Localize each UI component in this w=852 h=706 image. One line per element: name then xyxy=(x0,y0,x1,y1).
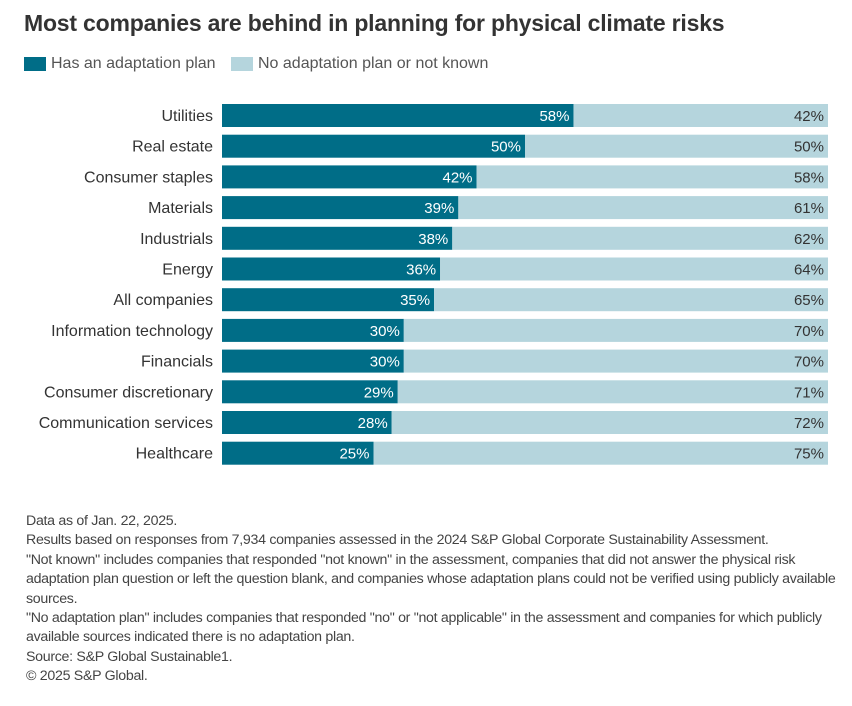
bar-no-plan-consumer-staples xyxy=(476,165,828,189)
data-label-has-plan-utilities: 58% xyxy=(539,108,569,125)
category-label-information-technology: Information technology xyxy=(51,323,213,340)
bar-has-plan-real-estate xyxy=(222,134,525,158)
data-label-no-plan-communication-services: 72% xyxy=(794,415,824,432)
legend-swatch-has-plan xyxy=(24,57,46,71)
bar-chart: Utilities 58% 42% Real estate 50% 50% Consumer… xyxy=(39,104,828,465)
data-label-has-plan-energy: 36% xyxy=(406,262,436,279)
footnotes: Data as of Jan. 22, 2025. Results based … xyxy=(26,512,836,687)
data-label-no-plan-materials: 61% xyxy=(794,200,824,217)
data-label-no-plan-energy: 64% xyxy=(794,262,824,279)
data-label-has-plan-all-companies: 35% xyxy=(400,292,430,309)
bar-no-plan-all-companies xyxy=(434,288,828,312)
bar-has-plan-utilities xyxy=(222,104,574,127)
category-label-consumer-discretionary: Consumer discretionary xyxy=(44,384,213,401)
data-label-no-plan-consumer-discretionary: 71% xyxy=(794,384,824,401)
bar-no-plan-communication-services xyxy=(391,411,828,434)
legend-item-no-plan: No adaptation plan or not known xyxy=(231,55,488,73)
category-label-communication-services: Communication services xyxy=(39,415,213,432)
data-label-has-plan-consumer-staples: 42% xyxy=(442,169,472,186)
bar-has-plan-industrials xyxy=(222,226,453,250)
category-label-real-estate: Real estate xyxy=(132,139,213,156)
chart-title: Most companies are behind in planning fo… xyxy=(24,10,725,36)
bar-has-plan-information-technology xyxy=(222,318,404,342)
bar-no-plan-utilities xyxy=(573,104,828,127)
bar-no-plan-information-technology xyxy=(403,318,828,342)
note-results: Results based on responses from 7,934 co… xyxy=(26,532,769,549)
data-label-no-plan-financials: 70% xyxy=(794,354,824,371)
legend-label-has-plan: Has an adaptation plan xyxy=(51,55,216,72)
category-label-financials: Financials xyxy=(141,354,213,371)
data-label-no-plan-all-companies: 65% xyxy=(794,292,824,309)
category-label-consumer-staples: Consumer staples xyxy=(84,169,213,186)
data-label-no-plan-healthcare: 75% xyxy=(794,446,824,463)
data-label-has-plan-healthcare: 25% xyxy=(339,446,369,463)
data-label-has-plan-financials: 30% xyxy=(370,354,400,371)
data-label-no-plan-utilities: 42% xyxy=(794,108,824,125)
bar-no-plan-consumer-discretionary xyxy=(397,380,828,404)
note-source: Source: S&P Global Sustainable1. xyxy=(26,648,233,665)
category-label-all-companies: All companies xyxy=(113,292,213,309)
legend-label-no-plan: No adaptation plan or not known xyxy=(258,55,489,72)
bar-no-plan-energy xyxy=(440,257,828,281)
bar-has-plan-communication-services xyxy=(222,411,392,434)
data-label-has-plan-information-technology: 30% xyxy=(370,323,400,340)
legend-item-has-plan: Has an adaptation plan xyxy=(24,55,216,73)
category-label-utilities: Utilities xyxy=(161,108,213,125)
note-copyright: © 2025 S&P Global. xyxy=(26,668,148,685)
data-label-no-plan-information-technology: 70% xyxy=(794,323,824,340)
bar-has-plan-energy xyxy=(222,257,441,281)
bar-has-plan-consumer-discretionary xyxy=(222,380,398,404)
category-label-materials: Materials xyxy=(148,200,213,217)
note-no-plan: "No adaptation plan" includes companies … xyxy=(26,610,822,646)
legend-swatch-no-plan xyxy=(231,57,253,71)
data-label-has-plan-real-estate: 50% xyxy=(491,139,521,156)
category-label-energy: Energy xyxy=(162,262,213,279)
bar-no-plan-healthcare xyxy=(373,441,828,465)
note-not-known: "Not known" includes companies that resp… xyxy=(26,551,836,607)
bar-no-plan-industrials xyxy=(452,226,828,250)
category-label-industrials: Industrials xyxy=(140,231,213,248)
bar-no-plan-financials xyxy=(403,349,828,373)
category-label-healthcare: Healthcare xyxy=(136,446,213,463)
bar-has-plan-all-companies xyxy=(222,288,435,312)
data-label-has-plan-materials: 39% xyxy=(424,200,454,217)
note-date: Data as of Jan. 22, 2025. xyxy=(26,513,178,529)
data-label-no-plan-real-estate: 50% xyxy=(794,139,824,156)
bar-no-plan-materials xyxy=(458,196,828,220)
data-label-no-plan-industrials: 62% xyxy=(794,231,824,248)
bar-has-plan-materials xyxy=(222,196,459,220)
data-label-has-plan-industrials: 38% xyxy=(418,231,448,248)
bar-has-plan-financials xyxy=(222,349,404,373)
data-label-has-plan-communication-services: 28% xyxy=(358,415,388,432)
data-label-has-plan-consumer-discretionary: 29% xyxy=(364,384,394,401)
bar-has-plan-healthcare xyxy=(222,441,374,465)
bar-has-plan-consumer-staples xyxy=(222,165,477,189)
bar-no-plan-real-estate xyxy=(525,134,828,158)
data-label-no-plan-consumer-staples: 58% xyxy=(794,169,824,186)
